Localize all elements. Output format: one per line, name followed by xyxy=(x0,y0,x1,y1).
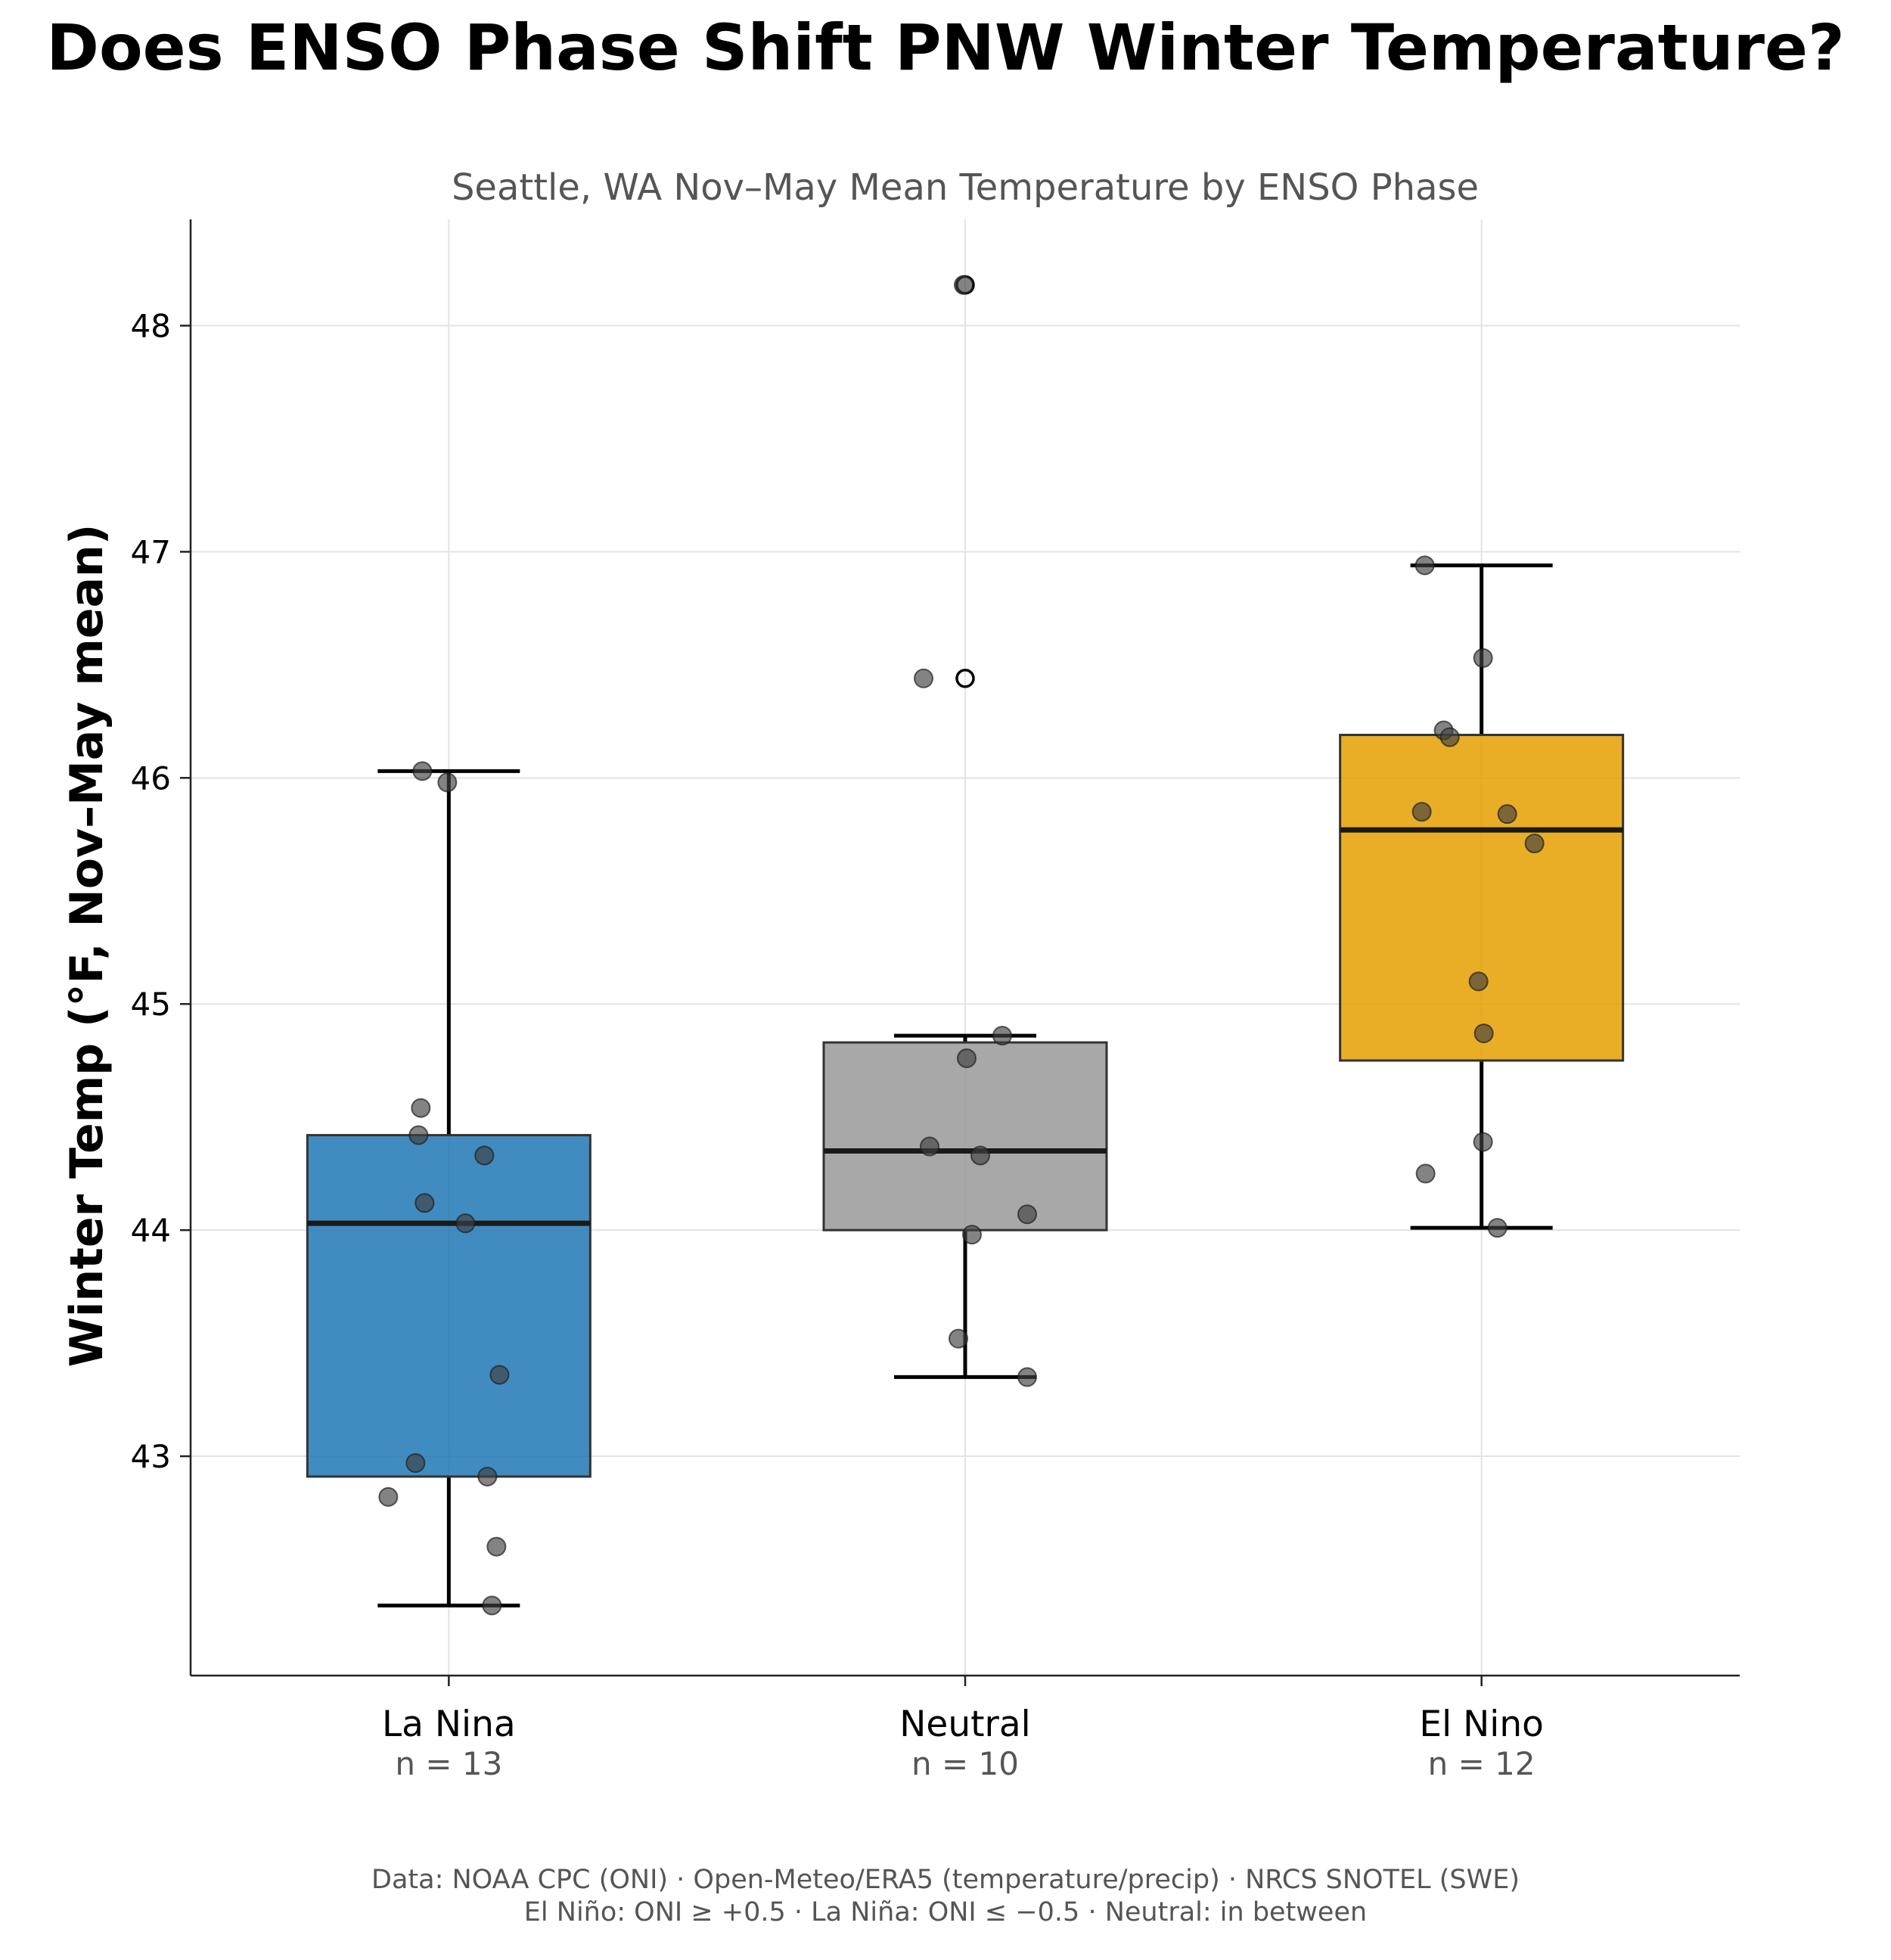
y-tick-label: 48 xyxy=(131,307,171,344)
data-point xyxy=(1473,648,1493,668)
data-point xyxy=(954,275,973,295)
data-point xyxy=(412,761,433,781)
data-point xyxy=(1415,1163,1436,1184)
y-tick-label: 47 xyxy=(131,533,171,570)
box-la-nina xyxy=(306,1134,592,1478)
data-point xyxy=(957,1048,977,1068)
x-tick-label: La Nina xyxy=(382,1704,516,1745)
footer-phase-definitions: El Niño: ONI ≥ +0.5 · La Niña: ONI ≤ −0.… xyxy=(523,1897,1368,1927)
data-point xyxy=(1473,1132,1493,1152)
data-point xyxy=(1487,1218,1508,1238)
data-point xyxy=(962,1225,982,1245)
data-point xyxy=(1473,1023,1494,1044)
data-point xyxy=(378,1486,399,1507)
sample-count-label: n = 13 xyxy=(395,1745,502,1782)
chart-subtitle: Seattle, WA Nov–May Mean Temperature by … xyxy=(451,166,1480,209)
data-point xyxy=(486,1536,507,1557)
x-tick-label: Neutral xyxy=(899,1704,1030,1745)
data-point xyxy=(482,1595,502,1616)
y-tick-label: 44 xyxy=(131,1212,171,1249)
data-point xyxy=(1497,804,1517,825)
data-point xyxy=(992,1026,1012,1046)
data-point xyxy=(1017,1204,1037,1225)
data-point xyxy=(455,1213,476,1234)
data-point xyxy=(408,1125,429,1145)
x-tick-label: El Nino xyxy=(1419,1704,1543,1745)
box-neutral xyxy=(822,1041,1108,1232)
data-point xyxy=(1468,971,1489,992)
data-point xyxy=(1524,834,1545,853)
footer-source-note: Data: NOAA CPC (ONI) · Open-Meteo/ERA5 (… xyxy=(371,1865,1520,1895)
data-point xyxy=(970,1145,990,1166)
data-point xyxy=(474,1145,495,1166)
sample-count-label: n = 12 xyxy=(1428,1745,1535,1782)
data-point xyxy=(1414,555,1435,576)
data-point xyxy=(415,1193,435,1213)
data-point xyxy=(1411,802,1432,822)
data-point xyxy=(920,1136,939,1157)
outlier-marker xyxy=(955,669,975,688)
data-point xyxy=(914,668,933,688)
y-tick-label: 46 xyxy=(131,759,171,797)
data-point xyxy=(489,1365,510,1385)
data-point xyxy=(437,772,458,793)
y-tick-label: 43 xyxy=(131,1438,171,1475)
sample-count-label: n = 10 xyxy=(911,1745,1019,1782)
data-point xyxy=(1439,727,1460,747)
data-point xyxy=(949,1328,968,1349)
data-point xyxy=(411,1098,431,1118)
y-tick-label: 45 xyxy=(131,986,171,1023)
chart-title: Does ENSO Phase Shift PNW Winter Tempera… xyxy=(46,11,1845,85)
data-point xyxy=(1017,1367,1037,1387)
data-point xyxy=(477,1466,498,1486)
data-point xyxy=(405,1453,426,1474)
box-el-nino xyxy=(1339,734,1625,1062)
